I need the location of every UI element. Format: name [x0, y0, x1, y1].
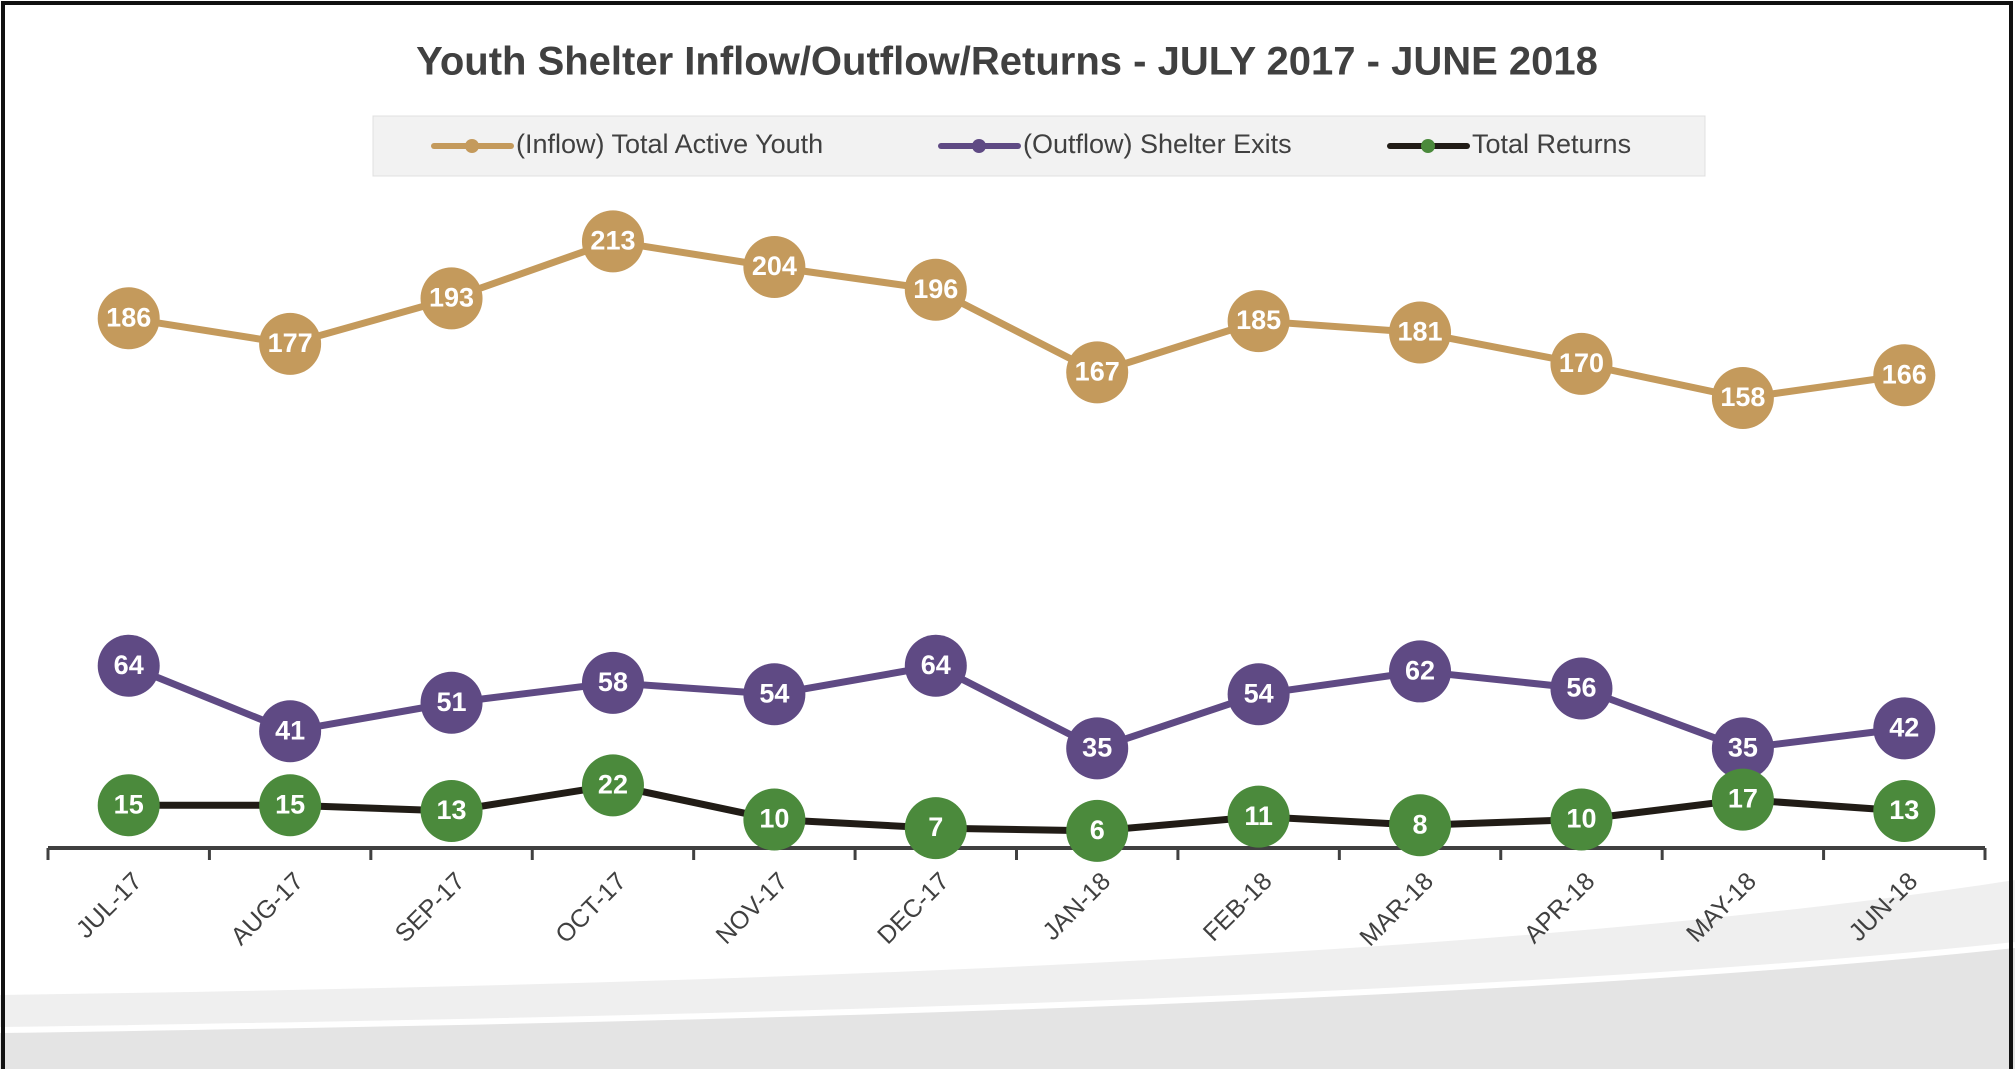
legend-label: (Inflow) Total Active Youth: [516, 129, 823, 159]
legend: [372, 115, 1706, 177]
data-marker: [1066, 799, 1129, 862]
legend-marker: [1421, 139, 1435, 153]
data-label: 35: [1728, 732, 1758, 762]
data-marker: [1550, 657, 1613, 720]
data-marker: [904, 258, 967, 321]
data-label: 186: [106, 302, 151, 332]
data-marker: [1711, 717, 1774, 780]
data-label: 56: [1566, 673, 1596, 703]
data-label: 15: [275, 789, 305, 819]
data-marker: [904, 797, 967, 860]
data-marker: [1711, 367, 1774, 430]
data-label: 62: [1405, 656, 1435, 686]
swoosh-edge: [0, 942, 2015, 1033]
data-label: 22: [598, 769, 628, 799]
data-marker: [97, 774, 160, 837]
data-label: 166: [1882, 359, 1927, 389]
data-marker: [1873, 697, 1936, 760]
data-marker: [1389, 640, 1452, 703]
data-label: 8: [1413, 809, 1428, 839]
data-marker: [1550, 332, 1613, 395]
data-label: 158: [1720, 382, 1765, 412]
data-marker: [97, 634, 160, 697]
chart-title: Youth Shelter Inflow/Outflow/Returns - J…: [416, 40, 1598, 84]
data-label: 35: [1082, 732, 1112, 762]
data-label: 6: [1090, 815, 1105, 845]
data-label: 58: [598, 667, 628, 697]
data-label: 10: [759, 804, 789, 834]
data-marker: [420, 267, 483, 330]
data-label: 51: [437, 687, 467, 717]
data-label: 17: [1728, 784, 1758, 814]
data-label: 167: [1075, 357, 1120, 387]
legend-label: Total Returns: [1472, 129, 1631, 159]
data-label: 54: [1244, 678, 1274, 708]
data-marker: [420, 671, 483, 734]
data-label: 204: [752, 251, 797, 281]
data-marker: [1389, 301, 1452, 364]
data-label: 196: [913, 274, 958, 304]
data-marker: [97, 287, 160, 350]
data-marker: [581, 754, 644, 817]
data-marker: [1873, 779, 1936, 842]
data-label: 15: [114, 789, 144, 819]
data-label: 64: [921, 650, 951, 680]
data-marker: [904, 634, 967, 697]
data-marker: [1389, 794, 1452, 857]
data-label: 64: [114, 650, 144, 680]
data-marker: [743, 788, 806, 851]
data-marker: [1227, 663, 1290, 726]
data-marker: [1550, 788, 1613, 851]
data-marker: [581, 210, 644, 273]
data-label: 10: [1566, 804, 1596, 834]
legend-marker: [972, 139, 986, 153]
data-label: 42: [1889, 713, 1919, 743]
legend-label: (Outflow) Shelter Exits: [1023, 129, 1292, 159]
data-label: 13: [437, 795, 467, 825]
data-marker: [1873, 344, 1936, 407]
data-label: 7: [928, 812, 943, 842]
data-label: 185: [1236, 305, 1281, 335]
data-marker: [420, 779, 483, 842]
data-marker: [1066, 717, 1129, 780]
data-label: 13: [1889, 795, 1919, 825]
data-marker: [259, 700, 322, 763]
data-marker: [743, 663, 806, 726]
data-marker: [1227, 785, 1290, 848]
data-label: 181: [1398, 317, 1443, 347]
data-label: 193: [429, 282, 474, 312]
data-label: 177: [268, 328, 313, 358]
data-marker: [581, 651, 644, 714]
data-label: 54: [759, 678, 789, 708]
data-label: 170: [1559, 348, 1604, 378]
data-label: 41: [275, 715, 305, 745]
legend-marker: [465, 139, 479, 153]
data-marker: [259, 312, 322, 375]
data-marker: [1227, 290, 1290, 353]
data-marker: [1066, 341, 1129, 404]
data-marker: [743, 236, 806, 299]
data-marker: [1711, 768, 1774, 831]
data-label: 11: [1244, 801, 1273, 831]
data-label: 213: [590, 226, 635, 256]
data-marker: [259, 774, 322, 837]
